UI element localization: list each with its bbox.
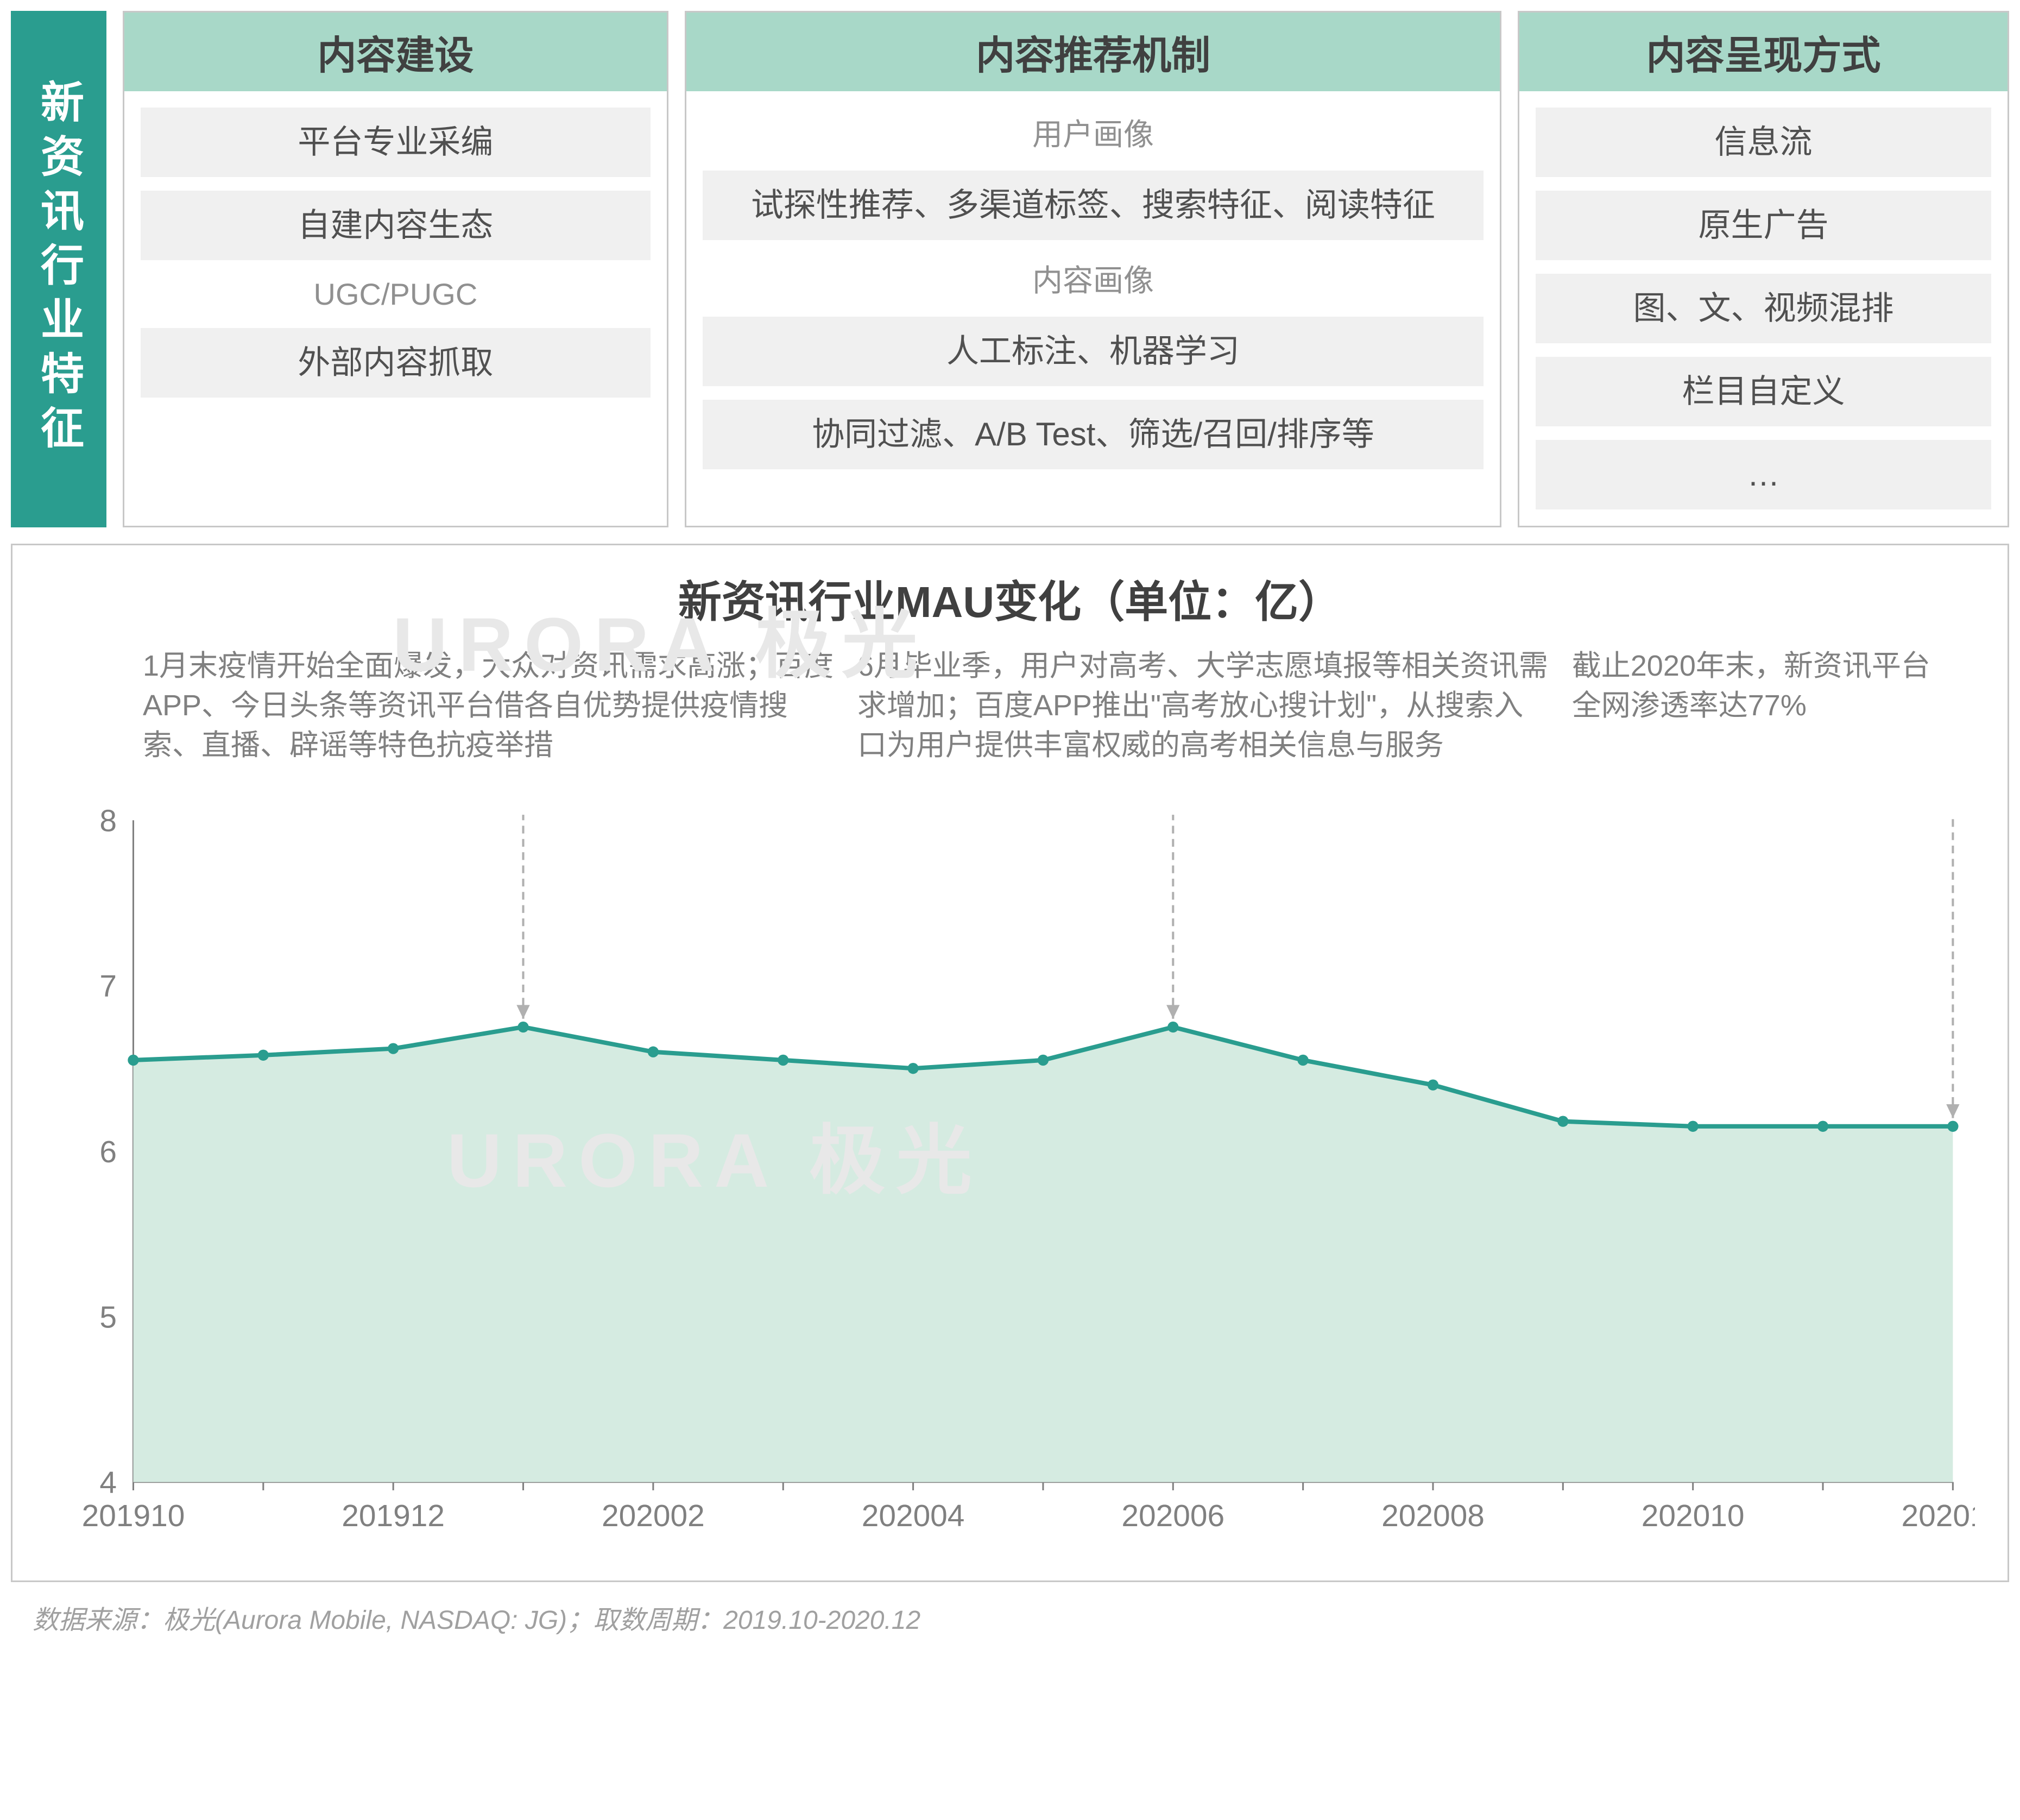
category-body: 用户画像试探性推荐、多渠道标签、搜索特征、阅读特征内容画像人工标注、机器学习协同… <box>686 91 1500 526</box>
svg-text:202002: 202002 <box>602 1499 705 1533</box>
feature-item: … <box>1536 440 1991 509</box>
feature-item: 原生广告 <box>1536 191 1991 260</box>
feature-item: 试探性推荐、多渠道标签、搜索特征、阅读特征 <box>703 171 1484 240</box>
chart-container: URORA 极光 URORA 极光 新资讯行业MAU变化（单位：亿） 1月末疫情… <box>11 544 2009 1582</box>
chart-annotation: 截止2020年末，新资讯平台全网渗透率达77% <box>1572 646 1975 765</box>
svg-text:201910: 201910 <box>82 1499 185 1533</box>
feature-item: 自建内容生态 <box>141 191 651 260</box>
svg-text:7: 7 <box>99 969 117 1004</box>
svg-text:202012: 202012 <box>1902 1499 1975 1533</box>
category-body: 平台专业采编自建内容生态 UGC/PUGC 外部内容抓取 <box>124 91 667 526</box>
svg-text:202008: 202008 <box>1381 1499 1485 1533</box>
chart-title: 新资讯行业MAU变化（单位：亿） <box>45 567 1975 630</box>
feature-sublabel: 内容画像 <box>703 254 1484 303</box>
feature-item: 人工标注、机器学习 <box>703 317 1484 386</box>
feature-sublabel: UGC/PUGC <box>141 274 651 314</box>
features-section: 新资讯行业特征 内容建设平台专业采编自建内容生态UGC/PUGC外部内容抓取内容… <box>11 11 2009 527</box>
feature-item: 外部内容抓取 <box>141 328 651 398</box>
feature-item: 图、文、视频混排 <box>1536 274 1991 343</box>
category-header: 内容建设 <box>124 12 667 91</box>
svg-text:202010: 202010 <box>1642 1499 1745 1533</box>
category-box: 内容建设平台专业采编自建内容生态 UGC/PUGC 外部内容抓取 <box>123 11 668 527</box>
chart-annotations: 1月末疫情开始全面爆发，大众对资讯需求高涨；百度APP、今日头条等资讯平台借各自… <box>45 646 1975 765</box>
category-box: 内容呈现方式信息流原生广告图、文、视频混排栏目自定义 … <box>1518 11 2009 527</box>
chart-annotation: 6月毕业季，用户对高考、大学志愿填报等相关资讯需求增加；百度APP推出"高考放心… <box>857 646 1572 765</box>
feature-item: 栏目自定义 <box>1536 357 1991 426</box>
category-box: 内容推荐机制用户画像试探性推荐、多渠道标签、搜索特征、阅读特征内容画像人工标注、… <box>685 11 1501 527</box>
feature-item: 平台专业采编 <box>141 108 651 177</box>
feature-sublabel: 用户画像 <box>703 108 1484 157</box>
data-source-footer: 数据来源：极光(Aurora Mobile, NASDAQ: JG)；取数周期：… <box>11 1582 2009 1636</box>
svg-text:8: 8 <box>99 804 117 838</box>
svg-text:201912: 201912 <box>342 1499 445 1533</box>
svg-text:202004: 202004 <box>862 1499 965 1533</box>
svg-text:5: 5 <box>99 1300 117 1334</box>
svg-text:202006: 202006 <box>1121 1499 1224 1533</box>
sidebar-label: 新资讯行业特征 <box>11 11 106 527</box>
svg-text:6: 6 <box>99 1135 117 1169</box>
svg-text:4: 4 <box>99 1466 117 1500</box>
category-header: 内容呈现方式 <box>1519 12 2008 91</box>
category-body: 信息流原生广告图、文、视频混排栏目自定义 … <box>1519 91 2008 526</box>
feature-item: 协同过滤、A/B Test、筛选/召回/排序等 <box>703 400 1484 469</box>
chart-annotation: 1月末疫情开始全面爆发，大众对资讯需求高涨；百度APP、今日头条等资讯平台借各自… <box>143 646 857 765</box>
feature-item: 信息流 <box>1536 108 1991 177</box>
category-header: 内容推荐机制 <box>686 12 1500 91</box>
mau-chart: 4 5 6 7 8 201910 201912 202002 202004 202006 20200… <box>45 776 1975 1548</box>
